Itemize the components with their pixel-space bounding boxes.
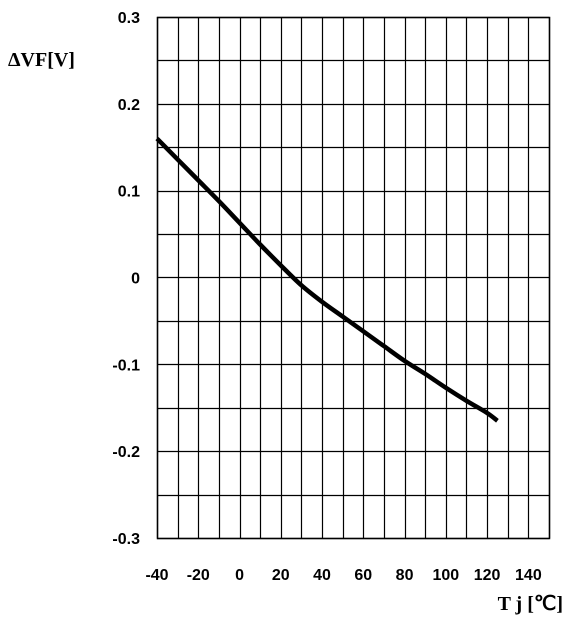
x-tick-label: 40 bbox=[313, 567, 331, 584]
x-tick-label: 80 bbox=[396, 567, 414, 584]
x-tick-label: -20 bbox=[187, 567, 210, 584]
y-tick-label: 0.3 bbox=[118, 10, 140, 27]
y-axis-title: ΔVF[V] bbox=[8, 49, 75, 71]
x-tick-label: 140 bbox=[515, 567, 542, 584]
y-tick-label: 0 bbox=[131, 271, 140, 288]
x-tick-label: 100 bbox=[432, 567, 459, 584]
y-tick-label: -0.2 bbox=[112, 444, 140, 461]
grid-layer bbox=[156, 16, 551, 540]
x-tick-label: 20 bbox=[272, 567, 290, 584]
x-axis-title: T j [℃] bbox=[498, 593, 563, 615]
y-tick-labels: 0.3 0.2 0.1 0 -0.1 -0.2 -0.3 bbox=[112, 10, 140, 548]
x-tick-label: 120 bbox=[474, 567, 501, 584]
plot-frame bbox=[156, 16, 551, 540]
y-tick-label: 0.2 bbox=[118, 97, 140, 114]
x-tick-label: 60 bbox=[354, 567, 372, 584]
x-tick-label: -40 bbox=[145, 567, 168, 584]
x-tick-label: 0 bbox=[235, 567, 244, 584]
data-line-layer bbox=[155, 136, 499, 423]
series-line bbox=[155, 136, 499, 423]
y-tick-label: 0.1 bbox=[118, 184, 140, 201]
y-tick-label: -0.3 bbox=[112, 531, 140, 548]
y-tick-label: -0.1 bbox=[112, 357, 140, 374]
x-tick-labels: -40 -20 0 20 40 60 80 100 120 140 bbox=[145, 567, 541, 584]
